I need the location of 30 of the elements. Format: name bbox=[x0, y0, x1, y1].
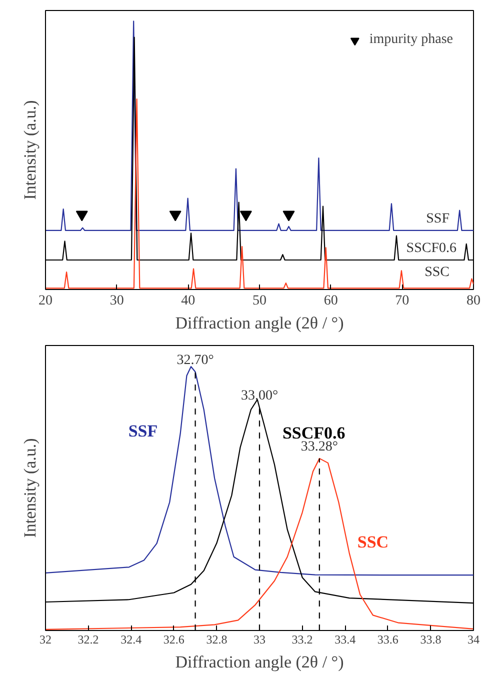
legend-label: impurity phase bbox=[369, 32, 453, 48]
x-tick-label: 32 bbox=[40, 632, 52, 646]
x-tick-label: 33.2 bbox=[292, 632, 313, 646]
x-tick-label: 33.8 bbox=[420, 632, 442, 646]
x-tick-label: 50 bbox=[252, 294, 266, 308]
x-tick-label: 32.8 bbox=[206, 632, 228, 646]
y-axis-title: Intensity (a.u.) bbox=[20, 438, 40, 538]
x-tick-label: 60 bbox=[324, 294, 338, 308]
ref-line-label: 33.00° bbox=[240, 388, 278, 404]
series-label: SSF bbox=[128, 422, 158, 440]
x-tick-label: 20 bbox=[38, 294, 52, 308]
series-label: SSCF0.6 bbox=[406, 240, 457, 256]
series-label: SSC bbox=[424, 265, 450, 280]
series-label: SSF bbox=[426, 211, 450, 226]
x-tick-label: 32.6 bbox=[163, 632, 184, 646]
x-tick-label: 32.2 bbox=[78, 632, 99, 646]
x-axis-title: Diffraction angle (2θ / °) bbox=[175, 314, 344, 332]
x-tick-label: 33.4 bbox=[334, 632, 356, 646]
x-tick-label: 33.6 bbox=[377, 632, 398, 646]
x-tick-label: 80 bbox=[466, 294, 480, 308]
x-axis-title: Diffraction angle (2θ / °) bbox=[175, 652, 344, 672]
x-tick-label: 33 bbox=[254, 632, 266, 646]
x-tick-label: 40 bbox=[181, 294, 196, 308]
x-tick-label: 30 bbox=[110, 294, 124, 308]
x-tick-label: 70 bbox=[395, 294, 410, 308]
x-tick-label: 34 bbox=[468, 632, 480, 646]
ref-line-label: 32.70° bbox=[176, 352, 214, 368]
series-label: SSC bbox=[357, 532, 389, 552]
x-tick-label: 32.4 bbox=[120, 632, 142, 646]
y-axis-title: Intensity (a.u.) bbox=[20, 100, 40, 200]
